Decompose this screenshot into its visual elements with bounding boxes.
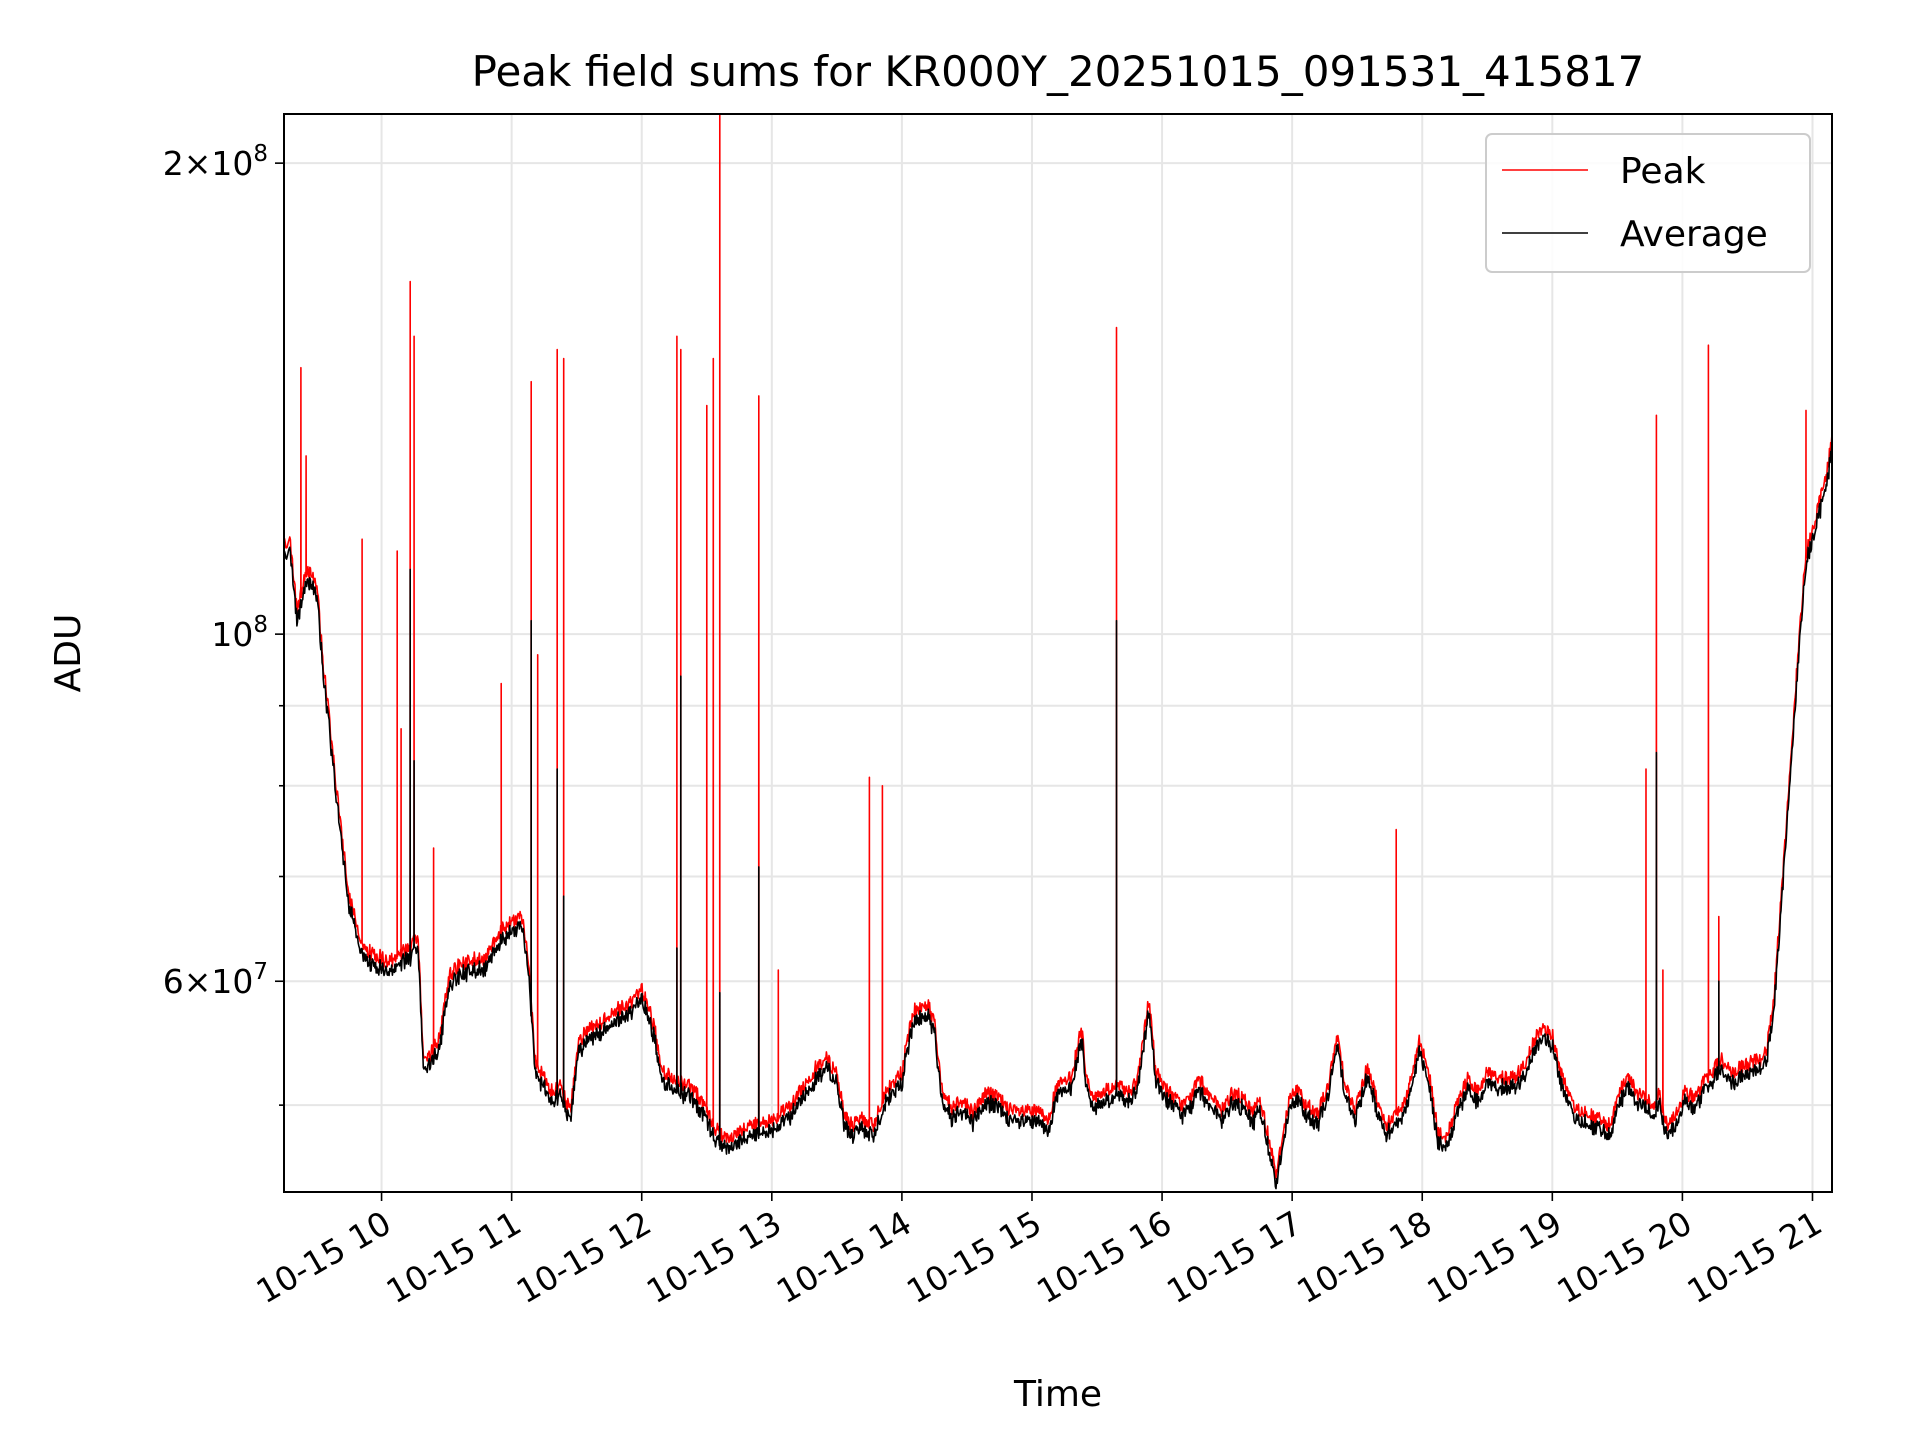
legend-label-average: Average: [1620, 214, 1768, 255]
y-tick-label: 108: [211, 612, 268, 654]
legend-label-peak: Peak: [1620, 151, 1706, 192]
y-axis: 6×107 108 2×108: [163, 141, 284, 1106]
plot-frame: [283, 113, 1833, 1193]
legend: Peak Average: [1485, 133, 1811, 273]
y-tick-label: 6×107: [163, 959, 268, 1001]
series-line-peak: [284, 114, 1832, 1179]
y-tick-label: 2×108: [163, 141, 268, 183]
series-line-average: [284, 443, 1832, 1190]
chart-title: Peak field sums for KR000Y_20251015_0915…: [472, 47, 1645, 96]
y-axis-label: ADU: [48, 614, 89, 693]
x-axis-label: Time: [1013, 1374, 1102, 1415]
legend-box: [1485, 133, 1811, 273]
